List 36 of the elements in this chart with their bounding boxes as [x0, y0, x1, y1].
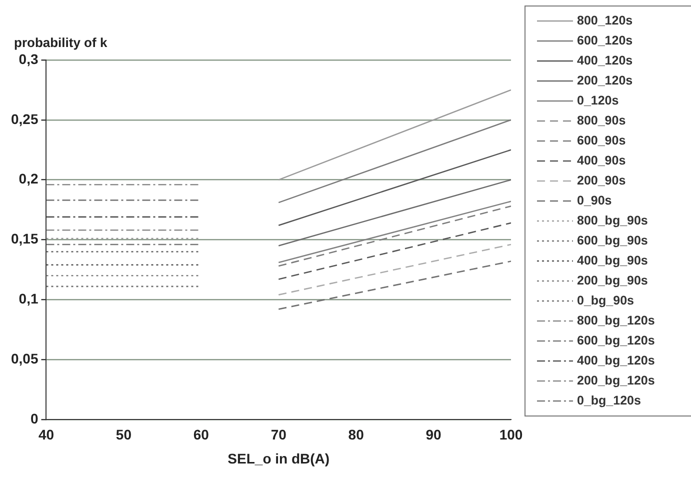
legend-label: 400_90s: [577, 153, 626, 168]
x-tick-label: 70: [270, 426, 287, 443]
legend-label: 600_bg_120s: [577, 333, 655, 348]
legend-label: 0_bg_120s: [577, 393, 641, 408]
legend-label: 0_90s: [577, 193, 612, 208]
legend-label: 400_bg_120s: [577, 353, 655, 368]
y-tick-label: 0,3: [18, 50, 38, 67]
x-tick-label: 60: [193, 426, 210, 443]
legend-label: 600_90s: [577, 133, 626, 148]
x-axis-title: SEL_o in dB(A): [228, 450, 330, 466]
legend-label: 800_bg_120s: [577, 313, 655, 328]
legend-label: 200_bg_90s: [577, 273, 648, 288]
y-tick-label: 0: [30, 410, 38, 426]
x-tick-label: 100: [499, 426, 523, 443]
y-axis-title: probability of k: [14, 35, 108, 50]
legend-label: 800_90s: [577, 113, 626, 128]
legend-label: 800_120s: [577, 13, 633, 28]
legend-label: 200_bg_120s: [577, 373, 655, 388]
x-tick-label: 80: [348, 426, 364, 443]
legend-label: 200_120s: [577, 73, 633, 88]
legend-label: 400_120s: [577, 53, 633, 68]
legend-label: 600_bg_90s: [577, 233, 648, 248]
legend-label: 0_bg_90s: [577, 293, 634, 308]
legend-label: 0_120s: [577, 93, 619, 108]
y-tick-label: 0,05: [11, 350, 38, 366]
y-tick-label: 0,1: [18, 290, 38, 306]
x-tick-label: 40: [38, 426, 54, 443]
legend-label: 400_bg_90s: [577, 253, 648, 268]
legend-label: 600_120s: [577, 33, 633, 48]
y-tick-label: 0,2: [18, 170, 38, 187]
legend-label: 800_bg_90s: [577, 213, 648, 228]
x-tick-label: 90: [426, 426, 442, 443]
y-tick-label: 0,25: [11, 110, 38, 127]
x-tick-label: 50: [116, 426, 132, 443]
legend-label: 200_90s: [577, 173, 626, 188]
y-tick-label: 0,15: [11, 230, 38, 247]
